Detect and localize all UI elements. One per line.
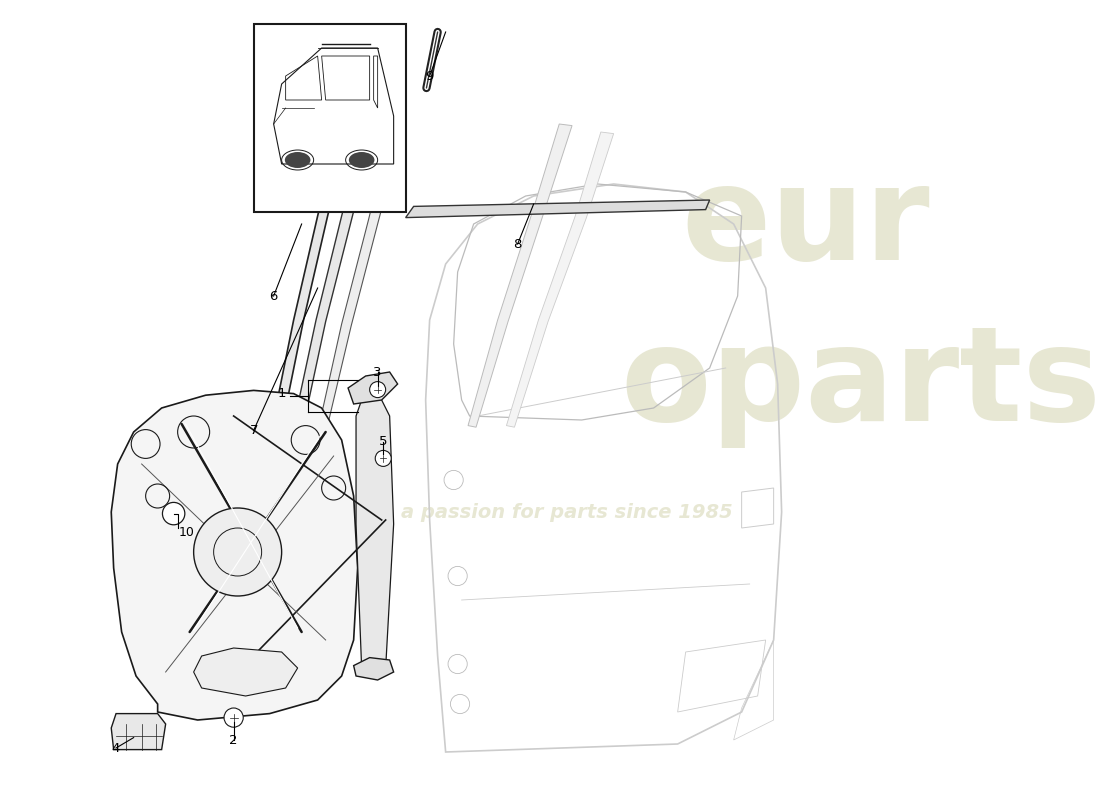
Bar <box>254 24 406 212</box>
Polygon shape <box>353 658 394 680</box>
Polygon shape <box>111 390 358 720</box>
Circle shape <box>163 502 185 525</box>
Ellipse shape <box>285 152 310 168</box>
Polygon shape <box>468 124 572 427</box>
Text: 1: 1 <box>277 387 286 400</box>
Text: 10: 10 <box>178 526 195 539</box>
Ellipse shape <box>349 152 374 168</box>
Text: oparts: oparts <box>620 321 1100 447</box>
Text: a passion for parts since 1985: a passion for parts since 1985 <box>402 502 733 522</box>
Text: 5: 5 <box>379 435 387 448</box>
Polygon shape <box>194 648 298 696</box>
Text: eur: eur <box>682 161 931 287</box>
Polygon shape <box>318 128 403 434</box>
Text: 3: 3 <box>373 366 382 378</box>
Circle shape <box>375 450 392 466</box>
Text: 4: 4 <box>112 742 120 754</box>
Polygon shape <box>348 372 397 404</box>
Text: 9: 9 <box>426 70 433 82</box>
Text: 6: 6 <box>270 290 278 302</box>
Polygon shape <box>506 132 614 427</box>
Polygon shape <box>292 102 392 434</box>
Polygon shape <box>406 200 710 218</box>
Text: 8: 8 <box>514 238 521 250</box>
Polygon shape <box>111 714 166 750</box>
Circle shape <box>370 382 386 398</box>
Text: 7: 7 <box>250 424 257 437</box>
Circle shape <box>224 708 243 727</box>
Polygon shape <box>272 100 364 432</box>
Circle shape <box>194 508 282 596</box>
Text: 2: 2 <box>230 734 238 746</box>
Polygon shape <box>356 392 394 676</box>
